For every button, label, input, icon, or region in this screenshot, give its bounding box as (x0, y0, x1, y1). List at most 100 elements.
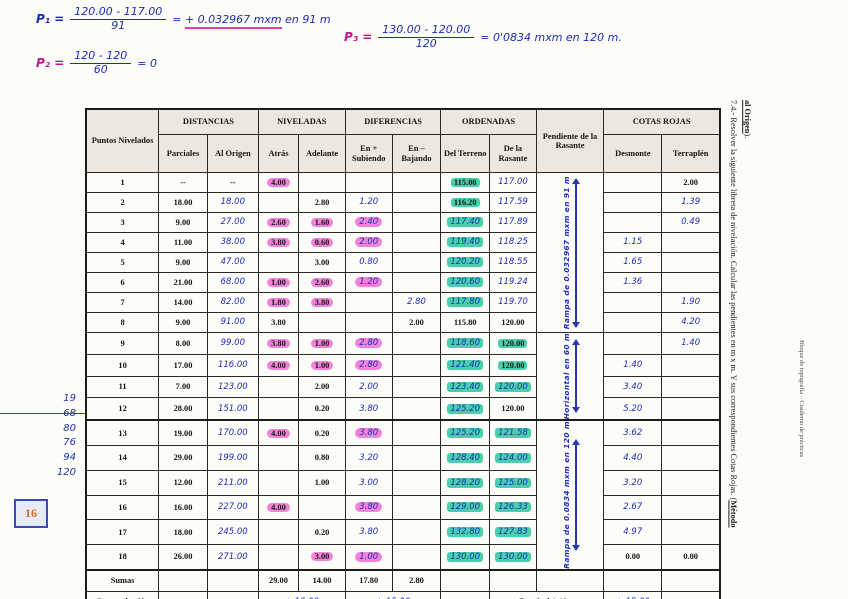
cell-de-la-rasante: 127.83 (489, 519, 537, 546)
booklet-footer-text: Bloque de topografía – Cuaderno de práct… (798, 340, 805, 458)
cell-del-terreno: 121.40 (440, 353, 491, 377)
cell-adelante: 3.80 (298, 292, 346, 313)
desnivel-label: Desnivel 1-18 = (489, 591, 605, 599)
cell-punto: 10 (85, 353, 160, 377)
formula-p2: P₂ = 120 - 120 60 = 0 (36, 49, 157, 76)
header-del-terreno: Del Terreno (440, 134, 491, 173)
cell-value: 245.00 (217, 527, 248, 538)
cell-value: 0.80 (359, 257, 379, 268)
cell-terraplen: 4.20 (661, 312, 721, 333)
cell-value: 120.00 (495, 381, 531, 392)
cell-desmonte: 5.20 (603, 397, 663, 421)
cell-en-mas-subiendo: 0.80 (344, 252, 393, 273)
cell-al-origen: 27.00 (206, 212, 259, 233)
cell-en-mas-subiendo: 2.80 (344, 353, 393, 377)
cell-en-menos-bajando (391, 192, 442, 213)
formula-p3-label: P₃ = (344, 30, 373, 45)
cell-atras (257, 192, 300, 213)
cell-punto: 16 (85, 494, 160, 521)
table-row: 1 -- -- 4.00 115.00 117.00 Rampa de 0.032967 m… (85, 172, 721, 333)
cell-punto: 11 (85, 375, 160, 399)
header-adelante: Adelante (298, 134, 346, 173)
table-row: 16 16.00 227.00 4.00 3.80 129.00 126.33 2.67 (85, 494, 721, 521)
cell-de-la-rasante: 120.00 (489, 375, 537, 399)
cell-value: 4.97 (623, 527, 643, 538)
header-desmonte: Desmonte (603, 134, 663, 173)
cell-en-mas-subiendo: 3.80 (344, 419, 393, 447)
cell-atras: 4.00 (257, 353, 300, 377)
cell-value: 4.40 (623, 452, 643, 463)
cell-atras: 4.00 (257, 419, 300, 447)
cell-value: 1.20 (359, 197, 379, 208)
cell-en-menos-bajando (391, 419, 442, 447)
cell-adelante (298, 494, 346, 521)
cell-value: 151.00 (217, 403, 248, 414)
cell-value: 4.00 (267, 177, 290, 187)
cell-value: 2.00 (359, 381, 379, 392)
cell-adelante (298, 172, 346, 193)
cell-del-terreno: 123.40 (440, 375, 491, 399)
cell-adelante: 0.20 (298, 419, 346, 447)
cell-empty (158, 591, 208, 599)
vertical-double-arrow (572, 177, 581, 328)
cell-del-terreno: 120.20 (440, 252, 491, 273)
desnivel-value: + 15.00 (603, 591, 663, 599)
cell-value: 4.00 (267, 502, 290, 512)
cell-de-la-rasante: 117.00 (489, 172, 537, 193)
cell-en-mas-subiendo: 3.80 (344, 494, 393, 521)
header-en-menos: En – Bajando (391, 134, 442, 173)
cell-value: 117.80 (447, 297, 484, 308)
cell-desmonte: 3.40 (603, 375, 663, 399)
cell-en-menos-bajando (391, 172, 442, 193)
cell-empty (206, 569, 259, 593)
problem-statement: 7.4.- Resolver la siguiente libreta de n… (726, 100, 766, 530)
cell-value: 125.20 (447, 428, 484, 439)
cell-empty (535, 569, 605, 593)
cell-value: 115.00 (450, 177, 480, 187)
cell-punto: 3 (85, 212, 160, 233)
handwritten-value: + 15.00 (285, 597, 319, 599)
cell-value: 1.00 (310, 338, 334, 348)
cell-value: 38.00 (220, 237, 245, 248)
formula-p1-distance: en 91 m (285, 12, 331, 26)
cell-en-menos-bajando (391, 519, 442, 546)
cell-desmonte: 1.36 (603, 272, 663, 293)
formula-p3-fraction: 130.00 - 120.00 120 (378, 23, 475, 50)
cell-en-menos-bajando (391, 397, 442, 421)
cell-del-terreno: 132.80 (440, 519, 491, 546)
cell-atras (257, 252, 300, 273)
cell-de-la-rasante: 118.55 (489, 252, 537, 273)
cell-al-origen: 151.00 (206, 397, 259, 421)
cell-del-terreno: 116.20 (440, 192, 491, 213)
table-row: 12 28.00 151.00 0.20 3.80 125.20 120.00 5.20 (85, 397, 721, 421)
cell-en-menos-bajando (391, 252, 442, 273)
cell-punto: 1 (85, 172, 160, 193)
table-row: 14 29.00 199.00 0.80 3.20 128.40 124.00 4.40 (85, 445, 721, 471)
comprobacion-niveladas: + 15.00 (257, 591, 346, 599)
table-body: 1 -- -- 4.00 115.00 117.00 Rampa de 0.032967 m… (85, 172, 721, 571)
cell-value: 119.24 (498, 277, 528, 288)
cell-value: 1.90 (681, 297, 701, 308)
cell-empty (440, 591, 491, 599)
cell-de-la-rasante: 119.70 (489, 292, 537, 313)
cell-de-la-rasante: 124.00 (489, 445, 537, 471)
cell-desmonte: 4.40 (603, 445, 663, 471)
cell-al-origen: 199.00 (206, 445, 259, 471)
cell-del-terreno: 115.80 (440, 312, 491, 333)
table-row: 17 18.00 245.00 0.20 3.80 132.80 127.83 4.97 (85, 519, 721, 546)
cell-atras: 4.00 (257, 494, 300, 521)
cell-atras: 1.80 (257, 292, 300, 313)
cell-atras (257, 397, 300, 421)
cell-atras: 1.00 (257, 272, 300, 293)
cell-desmonte: 3.62 (603, 419, 663, 447)
cell-en-mas-subiendo: 2.80 (344, 332, 393, 355)
cell-terraplen (661, 272, 721, 293)
header-cotas-rojas: COTAS ROJAS (603, 108, 721, 135)
cell-value: 124.00 (495, 452, 531, 463)
formula-p3-denominator: 120 (415, 36, 437, 50)
cell-terraplen (661, 232, 721, 253)
cell-parciales: -- (158, 172, 208, 193)
margin-rule-line (0, 413, 86, 414)
cell-value: 120.60 (447, 277, 484, 288)
cell-value: 5.20 (623, 403, 643, 414)
